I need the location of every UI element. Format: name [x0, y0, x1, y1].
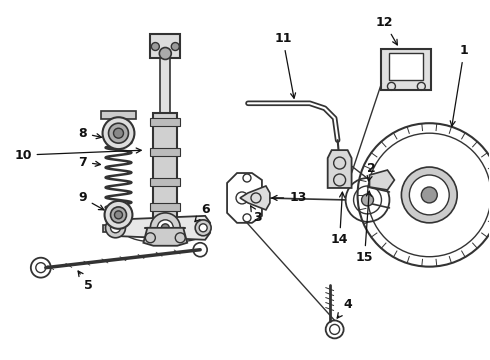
- Circle shape: [362, 194, 373, 206]
- Text: 13: 13: [272, 192, 306, 204]
- Text: 6: 6: [195, 203, 209, 222]
- Circle shape: [195, 220, 211, 236]
- Text: 14: 14: [331, 192, 348, 246]
- FancyBboxPatch shape: [100, 111, 136, 119]
- FancyBboxPatch shape: [150, 33, 180, 58]
- Text: 11: 11: [274, 32, 295, 98]
- Circle shape: [102, 117, 134, 149]
- Polygon shape: [328, 150, 352, 188]
- Circle shape: [172, 42, 179, 50]
- Text: 2: 2: [367, 162, 376, 181]
- FancyBboxPatch shape: [382, 49, 431, 90]
- Text: 1: 1: [450, 44, 468, 126]
- FancyBboxPatch shape: [150, 148, 180, 156]
- Circle shape: [111, 223, 121, 233]
- Polygon shape: [111, 216, 210, 240]
- Circle shape: [157, 220, 173, 236]
- Circle shape: [111, 207, 126, 223]
- Circle shape: [421, 187, 437, 203]
- Circle shape: [150, 213, 180, 243]
- Circle shape: [105, 218, 125, 238]
- Polygon shape: [240, 186, 270, 210]
- FancyBboxPatch shape: [160, 58, 171, 113]
- Circle shape: [108, 123, 128, 143]
- Text: 3: 3: [250, 206, 262, 224]
- Text: 5: 5: [78, 271, 93, 292]
- Text: 4: 4: [337, 298, 352, 318]
- Circle shape: [161, 224, 169, 232]
- Circle shape: [409, 175, 449, 215]
- FancyBboxPatch shape: [150, 203, 180, 211]
- Circle shape: [114, 128, 123, 138]
- Circle shape: [115, 211, 122, 219]
- FancyBboxPatch shape: [390, 54, 423, 80]
- Text: 8: 8: [78, 127, 101, 140]
- Polygon shape: [369, 170, 394, 190]
- Text: 12: 12: [376, 16, 397, 45]
- FancyBboxPatch shape: [153, 113, 177, 228]
- FancyBboxPatch shape: [150, 118, 180, 126]
- Circle shape: [199, 224, 207, 232]
- Circle shape: [151, 42, 159, 50]
- Polygon shape: [144, 228, 187, 246]
- FancyBboxPatch shape: [102, 225, 134, 232]
- Text: 10: 10: [14, 148, 141, 162]
- Text: 15: 15: [356, 191, 373, 264]
- Text: 7: 7: [78, 156, 100, 168]
- Circle shape: [159, 48, 171, 59]
- Circle shape: [401, 167, 457, 223]
- FancyBboxPatch shape: [150, 178, 180, 186]
- Text: 9: 9: [78, 192, 104, 210]
- Circle shape: [104, 201, 132, 229]
